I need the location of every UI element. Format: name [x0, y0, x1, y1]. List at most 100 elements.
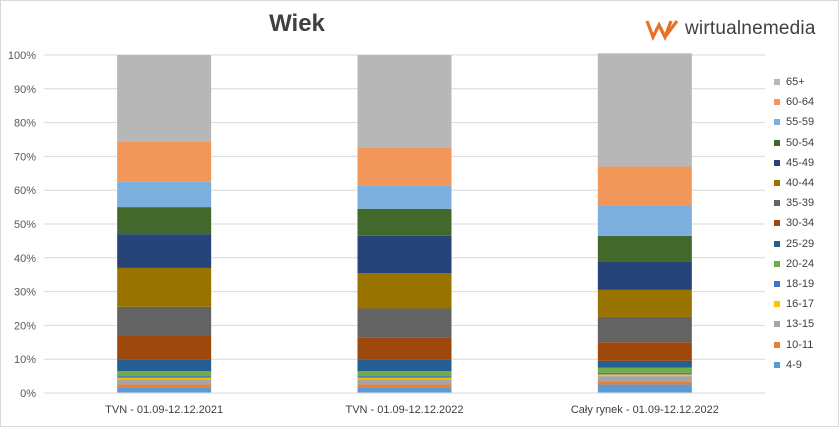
bar-segment-40-44 — [597, 289, 692, 317]
legend-item: 13-15 — [774, 314, 836, 334]
y-tick-label: 40% — [14, 253, 36, 265]
legend-item: 35-39 — [774, 193, 836, 213]
bar-segment-35-39 — [117, 306, 212, 336]
bar-segment-16-17 — [597, 374, 692, 377]
legend-swatch — [774, 341, 780, 348]
legend-label: 50-54 — [786, 136, 815, 149]
bar-segment-45-49 — [357, 235, 452, 274]
legend-label: 16-17 — [786, 298, 815, 311]
legend-label: 18-19 — [786, 277, 815, 290]
bar-segment-30-34 — [117, 335, 212, 360]
bar-segment-16-17 — [357, 377, 452, 380]
legend-swatch — [774, 361, 780, 368]
bar-segment-60-64 — [357, 147, 452, 186]
legend-item: 55-59 — [774, 112, 836, 132]
legend-item: 4-9 — [774, 355, 836, 375]
bar-segment-20-24 — [357, 371, 452, 377]
legend-item: 18-19 — [774, 274, 836, 294]
legend-swatch — [774, 301, 780, 308]
legend-label: 10-11 — [786, 338, 814, 351]
bar-segment-18-19 — [597, 372, 692, 375]
y-tick-label: 20% — [14, 320, 36, 332]
bar-segment-20-24 — [597, 367, 692, 373]
bar-segment-65+ — [117, 55, 212, 142]
bar-segment-25-29 — [357, 359, 452, 372]
legend-swatch — [774, 240, 780, 247]
wm-logo-icon — [645, 20, 679, 41]
legend-label: 55-59 — [786, 116, 815, 129]
legend-label: 65+ — [786, 76, 805, 89]
bar-segment-60-64 — [117, 141, 212, 182]
bar-segment-40-44 — [117, 267, 212, 307]
y-tick-label: 80% — [14, 118, 36, 130]
y-tick-label: 70% — [14, 151, 36, 163]
bar-segment-10-11 — [357, 384, 452, 388]
y-tick-label: 50% — [14, 219, 36, 231]
legend-label: 60-64 — [786, 96, 815, 109]
legend-item: 45-49 — [774, 153, 836, 173]
legend-item: 30-34 — [774, 213, 836, 233]
bar-segment-10-11 — [117, 384, 212, 388]
y-tick-label: 30% — [14, 287, 36, 299]
chart-title: Wiek — [269, 10, 325, 37]
legend-item: 40-44 — [774, 173, 836, 193]
legend-label: 40-44 — [786, 177, 815, 190]
bar-segment-45-49 — [597, 261, 692, 290]
legend-label: 20-24 — [786, 257, 815, 270]
logo-text: wirtualnemedia — [685, 18, 816, 39]
bar-segment-18-19 — [357, 376, 452, 378]
y-tick-label: 10% — [14, 354, 36, 366]
bar-segment-4-9 — [357, 387, 452, 393]
bar-segment-55-59 — [117, 181, 212, 208]
bar-segment-50-54 — [357, 208, 452, 236]
bar-segment-25-29 — [597, 360, 692, 368]
legend-swatch — [774, 200, 780, 207]
bar-segment-60-64 — [597, 166, 692, 206]
bar-segment-4-9 — [117, 387, 212, 393]
x-category-label: TVN - 01.09-12.12.2022 — [345, 404, 463, 416]
bar-segment-35-39 — [597, 316, 692, 343]
bar-segment-10-11 — [597, 381, 692, 385]
legend-label: 13-15 — [786, 318, 815, 331]
chart-legend: 65+ 60-64 55-59 50-54 45-49 40-44 35-39 30-34 25… — [774, 72, 836, 375]
legend-item: 50-54 — [774, 133, 836, 153]
bar-segment-55-59 — [597, 205, 692, 236]
y-tick-label: 100% — [8, 50, 36, 62]
bar-segment-50-54 — [597, 235, 692, 262]
wirtualnemedia-logo: wirtualnemedia — [645, 16, 816, 42]
legend-swatch — [774, 79, 780, 86]
bar-segment-40-44 — [357, 273, 452, 309]
y-tick-label: 60% — [14, 185, 36, 197]
legend-label: 35-39 — [786, 197, 815, 210]
bar-segment-35-39 — [357, 308, 452, 338]
bar-segment-4-9 — [597, 384, 692, 393]
legend-item: 10-11 — [774, 334, 836, 354]
legend-swatch — [774, 260, 780, 267]
legend-swatch — [774, 180, 780, 187]
legend-item: 25-29 — [774, 234, 836, 254]
legend-swatch — [774, 159, 780, 166]
y-tick-label: 0% — [20, 388, 36, 400]
bar-segment-30-34 — [597, 342, 692, 361]
legend-label: 4-9 — [786, 358, 802, 371]
bar-segment-65+ — [597, 53, 692, 167]
legend-item: 60-64 — [774, 92, 836, 112]
bar-segment-18-19 — [117, 376, 212, 378]
bar-segment-30-34 — [357, 337, 452, 360]
legend-item: 20-24 — [774, 254, 836, 274]
bar-segment-25-29 — [117, 359, 212, 372]
bar-segment-20-24 — [117, 371, 212, 377]
y-tick-label: 90% — [14, 84, 36, 96]
legend-item: 65+ — [774, 72, 836, 92]
bar-segment-13-15 — [357, 379, 452, 385]
bar-segment-50-54 — [117, 207, 212, 235]
x-category-label: Cały rynek - 01.09-12.12.2022 — [571, 404, 719, 416]
legend-label: 30-34 — [786, 217, 815, 230]
legend-swatch — [774, 321, 780, 328]
bar-segment-45-49 — [117, 234, 212, 268]
legend-swatch — [774, 99, 780, 106]
legend-label: 45-49 — [786, 156, 815, 169]
bar-segment-13-15 — [597, 376, 692, 382]
legend-swatch — [774, 139, 780, 146]
